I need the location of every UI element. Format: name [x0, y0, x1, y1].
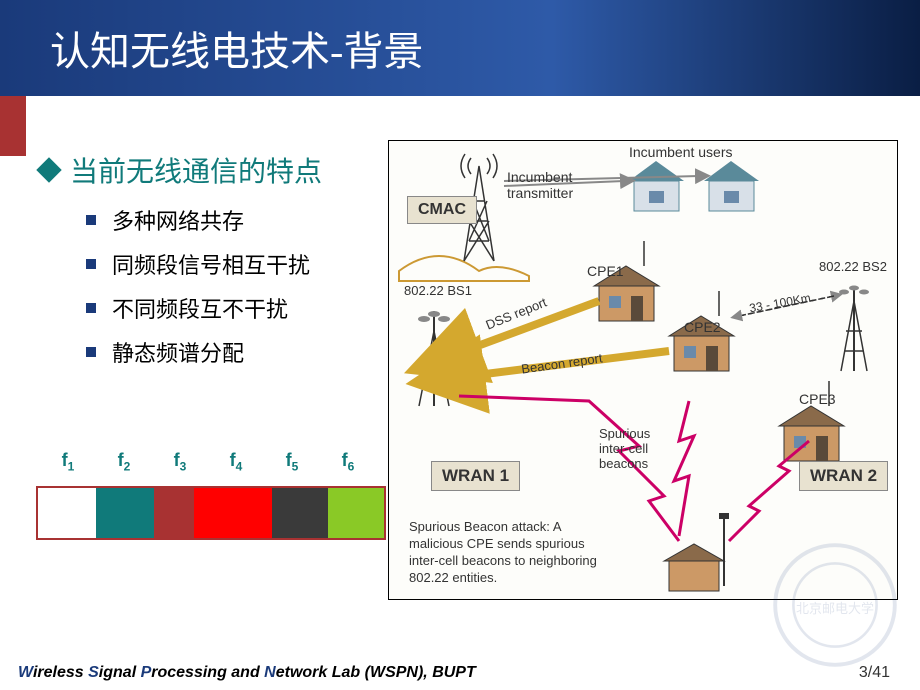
freq-label: f1: [40, 450, 96, 474]
bullet-text: 同频段信号相互干扰: [112, 248, 310, 280]
heading-row: 当前无线通信的特点: [40, 150, 390, 190]
page-number: 3/41: [859, 664, 890, 682]
freq-label: f2: [96, 450, 152, 474]
title-bar: 认知无线电技术-背景: [0, 0, 920, 96]
bs1-label: 802.22 BS1: [404, 283, 472, 298]
spectrum-block: [194, 488, 272, 538]
wran2-label: WRAN 2: [799, 461, 888, 491]
square-bullet: [86, 259, 96, 269]
footer-lab: Wireless Signal Processing and Network L…: [18, 664, 476, 682]
freq-label: f4: [208, 450, 264, 474]
incumbent-users-label: Incumbent users: [629, 144, 733, 160]
attack-text: Spurious Beacon attack: A malicious CPE …: [409, 519, 597, 587]
bullet-text: 静态频谱分配: [112, 336, 244, 368]
square-bullet: [86, 303, 96, 313]
bs2-label: 802.22 BS2: [819, 259, 887, 274]
bullet-text: 不同频段互不干扰: [112, 292, 288, 324]
cpe1-label: CPE1: [587, 263, 624, 279]
square-bullet: [86, 215, 96, 225]
bullet-item: 多种网络共存: [86, 204, 390, 236]
accent-block: [0, 96, 26, 156]
spectrum-block: [272, 488, 328, 538]
bullet-item: 同频段信号相互干扰: [86, 248, 390, 280]
freq-label: f3: [152, 450, 208, 474]
diamond-bullet: [36, 157, 61, 182]
slide-title: 认知无线电技术-背景: [50, 19, 423, 77]
footer-w: W: [18, 664, 33, 681]
bullet-text: 多种网络共存: [112, 204, 244, 236]
bullet-list: 多种网络共存 同频段信号相互干扰 不同频段互不干扰 静态频谱分配: [86, 204, 390, 368]
cpe3-label: CPE3: [799, 391, 836, 407]
bullet-item: 不同频段互不干扰: [86, 292, 390, 324]
wran1-label: WRAN 1: [431, 461, 520, 491]
spectrum-block: [154, 488, 194, 538]
square-bullet: [86, 347, 96, 357]
network-diagram: CMAC Incumbent transmitter Incumbent use…: [388, 140, 898, 600]
freq-label: f5: [264, 450, 320, 474]
spurious-label: Spurious inter-cell beacons: [599, 426, 650, 471]
cmac-label: CMAC: [407, 196, 477, 224]
bullet-item: 静态频谱分配: [86, 336, 390, 368]
content-area: 当前无线通信的特点 多种网络共存 同频段信号相互干扰 不同频段互不干扰 静态频谱…: [40, 150, 390, 380]
spectrum-block: [328, 488, 384, 538]
incumbent-tx-label: Incumbent transmitter: [507, 169, 573, 201]
frequency-labels: f1 f2 f3 f4 f5 f6: [40, 450, 376, 474]
cpe2-label: CPE2: [684, 319, 721, 335]
freq-label: f6: [320, 450, 376, 474]
spectrum-block: [38, 488, 96, 538]
svg-text:北京邮电大学: 北京邮电大学: [796, 601, 874, 616]
spectrum-chart: [36, 486, 386, 540]
spectrum-block: [96, 488, 154, 538]
heading-text: 当前无线通信的特点: [70, 150, 322, 190]
